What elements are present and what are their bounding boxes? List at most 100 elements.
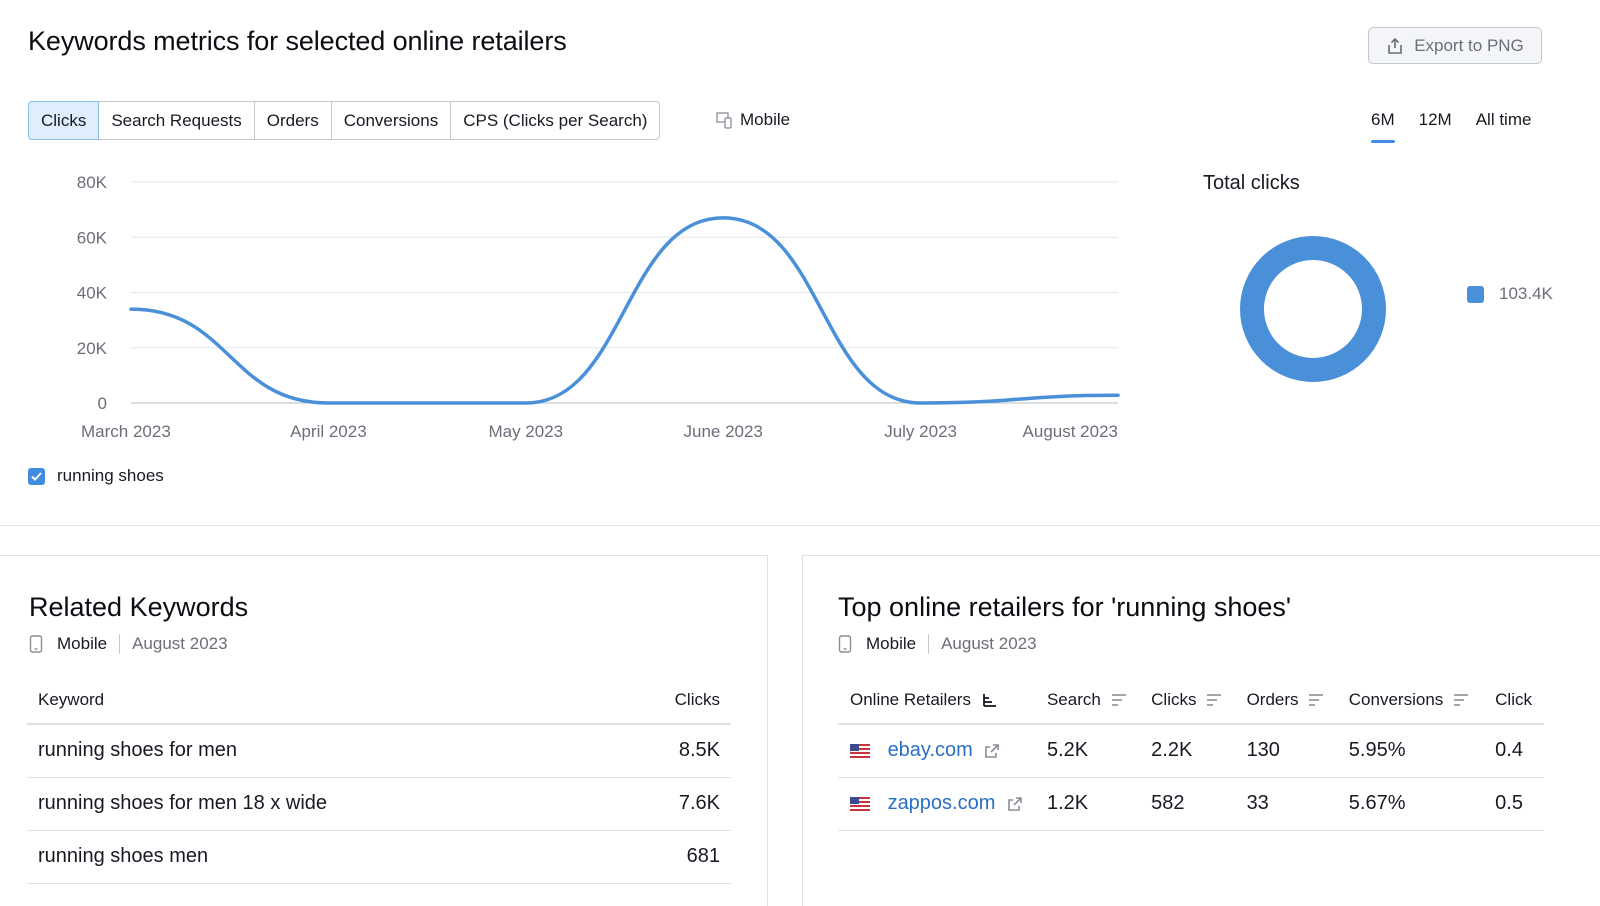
top-retailers-table: Online Retailers Search Clicks Orders Co… [838,676,1544,831]
x-tick-label: May 2023 [488,422,563,441]
conversions-cell: 5.67% [1336,777,1484,831]
x-tick-label: August 2023 [1023,422,1118,441]
related-keywords-card: Related Keywords Mobile August 2023 Keyw… [0,555,768,906]
mobile-icon [29,635,43,653]
devices-icon [716,112,732,129]
y-tick-label: 20K [77,339,108,358]
period-6m[interactable]: 6M [1371,110,1395,143]
external-link-icon[interactable] [1007,796,1023,812]
search-cell: 5.2K [1034,724,1140,778]
tab-conversions[interactable]: Conversions [331,101,452,140]
retailer-link[interactable]: ebay.com [887,739,973,762]
column-header-click[interactable]: Click [1483,676,1544,725]
series-line-running-shoes[interactable] [129,216,1120,405]
table-header-row: Online Retailers Search Clicks Orders Co… [838,676,1544,725]
export-button[interactable]: Export to PNG [1368,27,1542,64]
search-cell: 1.2K [1034,777,1140,831]
series-checkbox[interactable] [28,467,45,485]
y-tick-label: 40K [77,284,108,303]
us-flag-icon [850,796,870,811]
sort-icon [1111,694,1126,706]
sort-icon [1207,694,1222,706]
period-12m[interactable]: 12M [1418,110,1452,129]
top-retailers-card: Top online retailers for 'running shoes'… [802,555,1600,906]
period-all-time[interactable]: All time [1475,110,1532,129]
meta-separator [119,634,121,654]
tab-cps[interactable]: CPS (Clicks per Search) [451,101,661,140]
cps-cell: 0.4 [1483,724,1544,778]
column-header-label: Clicks [1151,689,1197,709]
clicks-cell: 582 [1139,777,1235,831]
column-header-search[interactable]: Search [1034,676,1140,725]
keyword-cell[interactable]: running shoes for men 18 x wide [27,777,606,831]
tab-search-requests[interactable]: Search Requests [99,101,255,140]
column-header-label: Conversions [1348,689,1444,709]
column-header-keyword[interactable]: Keyword [27,676,606,725]
device-label: Mobile [866,634,917,653]
total-clicks-donut [1240,236,1386,382]
legend-swatch [1467,285,1484,303]
column-header-orders[interactable]: Orders [1234,676,1337,725]
keyword-cell[interactable]: running shoes men [27,830,606,884]
tab-orders[interactable]: Orders [254,101,332,140]
column-header-label: Online Retailers [850,689,971,709]
table-header-row: Keyword Clicks [27,676,731,725]
table-row: running shoes for men 8.5K [27,724,731,778]
x-tick-label: April 2023 [290,422,367,441]
date-label: August 2023 [132,634,228,653]
mobile-icon [838,635,852,653]
clicks-cell: 2.2K [1139,724,1235,778]
y-tick-label: 80K [77,173,108,192]
device-selector[interactable]: Mobile [716,110,790,130]
table-row: running shoes for men 18 x wide 7.6K [27,777,731,831]
x-tick-label: June 2023 [683,422,762,441]
column-header-clicks[interactable]: Clicks [605,676,731,725]
check-icon [31,471,42,481]
chart-legend: running shoes [28,466,164,486]
y-tick-label: 0 [98,394,107,413]
cps-cell: 0.5 [1483,777,1544,831]
top-retailers-meta: Mobile August 2023 [838,634,1037,654]
table-row: running shoes men 681 [27,830,731,884]
period-selector: 6M 12M All time [1371,110,1555,143]
total-clicks-value: 103.4K [1499,284,1553,303]
tab-clicks[interactable]: Clicks [28,101,100,140]
related-keywords-title: Related Keywords [29,592,249,622]
section-divider [0,525,1600,526]
top-retailers-title: Top online retailers for 'running shoes' [838,592,1292,622]
device-label: Mobile [57,634,108,653]
sort-icon [1454,694,1469,706]
sort-icon [1309,694,1324,706]
us-flag-icon [850,743,870,758]
device-label: Mobile [740,110,791,129]
clicks-line-chart: 0 20K 40K 60K 80K March 2023 April 2023 May 202… [77,173,1120,441]
x-tick-label: March 2023 [81,422,171,441]
donut-legend: 103.4K [1467,284,1553,304]
clicks-cell: 681 [605,830,731,884]
total-clicks-title: Total clicks [1203,172,1300,194]
column-header-retailers[interactable]: Online Retailers [838,676,1035,725]
donut-slice [1240,236,1386,382]
column-header-clicks[interactable]: Clicks [1139,676,1235,725]
orders-cell: 33 [1234,777,1337,831]
conversions-cell: 5.95% [1336,724,1484,778]
clicks-cell: 8.5K [605,724,731,778]
retailer-link[interactable]: zappos.com [887,792,996,814]
external-link-icon[interactable] [984,743,1000,759]
column-header-conversions[interactable]: Conversions [1336,676,1484,725]
export-label: Export to PNG [1414,35,1524,55]
page-title: Keywords metrics for selected online ret… [28,26,567,56]
retailer-cell[interactable]: zappos.com [838,777,1035,831]
column-header-label: Search [1046,689,1101,709]
related-keywords-table: Keyword Clicks running shoes for men 8.5… [27,676,731,884]
related-keywords-meta: Mobile August 2023 [29,634,228,654]
x-tick-label: July 2023 [884,422,957,441]
retailer-cell[interactable]: ebay.com [838,724,1035,778]
table-row: ebay.com 5.2K 2.2K 130 5.95% 0.4 [838,724,1544,778]
orders-cell: 130 [1234,724,1337,778]
series-label: running shoes [57,466,164,485]
column-header-label: Orders [1246,689,1299,709]
keyword-cell[interactable]: running shoes for men [27,724,606,778]
date-label: August 2023 [941,634,1037,653]
metric-tabs: Clicks Search Requests Orders Conversion… [28,101,661,140]
